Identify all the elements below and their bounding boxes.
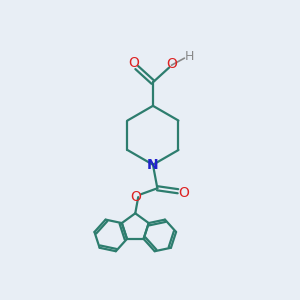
Text: O: O [167, 57, 178, 71]
Text: O: O [128, 56, 139, 70]
Text: O: O [178, 186, 189, 200]
Text: H: H [185, 50, 194, 63]
Text: N: N [147, 158, 159, 172]
Text: O: O [130, 190, 141, 204]
